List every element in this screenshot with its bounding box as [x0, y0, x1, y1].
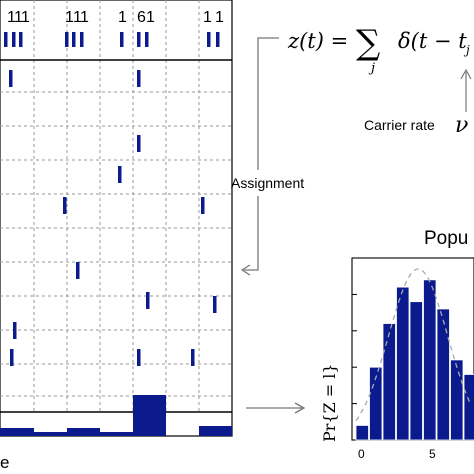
rate-bar — [0, 428, 34, 436]
rate-bar — [199, 426, 232, 436]
raster-vertical-grid — [33, 0, 200, 412]
summary-spike — [145, 32, 149, 47]
equation-rhs-subscript: j — [463, 43, 470, 57]
rate-bar — [100, 432, 133, 436]
trial-spike — [137, 349, 141, 366]
histogram-title: Popu — [424, 228, 468, 249]
trial-spike — [213, 296, 217, 313]
carrier-rate-label: Carrier rate — [364, 117, 435, 133]
trial-spike — [118, 166, 122, 183]
histogram-y-ticks — [352, 293, 357, 405]
count-label: 1 — [80, 9, 89, 26]
summary-spike — [19, 32, 23, 47]
rate-histogram — [0, 395, 232, 436]
trial-spike — [63, 197, 67, 214]
assignment-connector: Assignment — [231, 37, 304, 276]
histogram-bar — [409, 301, 423, 441]
histogram-bar — [382, 323, 396, 441]
trial-spike — [9, 70, 13, 87]
assignment-line-bottom — [244, 196, 259, 271]
carrier-rate-symbol: ν — [455, 113, 468, 138]
trial-spike — [137, 70, 141, 87]
histogram-bars — [355, 279, 474, 441]
count-label: 1 — [203, 9, 212, 26]
assignment-label: Assignment — [231, 175, 304, 191]
assignment-line-top — [257, 37, 279, 170]
trial-spike — [13, 322, 17, 339]
summary-spike — [216, 32, 220, 47]
raster-horizontal-grid — [0, 91, 232, 397]
count-label: 1 — [146, 9, 155, 26]
equation-sum-symbol: ∑ — [356, 23, 380, 63]
count-label: 1 — [14, 9, 23, 26]
bottom-axis-label: e — [0, 453, 9, 472]
count-label: 1 — [7, 9, 16, 26]
histogram-ylabel: Pr{Z = l} — [320, 363, 339, 442]
summary-spike — [4, 32, 8, 47]
trial-spike — [10, 349, 14, 366]
carrier-arrow-head — [460, 68, 472, 80]
equation: z(t) = ∑ j δ(t − t j — [287, 23, 470, 76]
trial-spike-rows — [9, 70, 217, 366]
to-histogram-arrow-head — [294, 402, 306, 414]
count-label: 1 — [21, 9, 30, 26]
trial-spike — [201, 197, 205, 214]
count-label: 1 — [65, 9, 74, 26]
summary-spike — [120, 32, 124, 47]
to-histogram-arrow — [246, 402, 306, 414]
summary-spike — [65, 32, 69, 47]
histogram-xtick-5: 5 — [429, 447, 436, 461]
count-label: 1 — [73, 9, 82, 26]
trial-spike — [191, 349, 195, 366]
raster-panel: 111 1 11 1 6 1 1 1 e — [0, 0, 233, 472]
summary-spike — [72, 32, 76, 47]
histogram-bar — [396, 286, 410, 441]
trial-spike — [76, 262, 80, 279]
equation-rhs: δ(t − t — [398, 29, 467, 53]
raster-frame — [0, 0, 233, 437]
histogram-bar — [450, 359, 464, 441]
rate-bar — [67, 428, 100, 436]
summary-spike — [80, 32, 84, 47]
rate-bar — [133, 395, 166, 436]
count-label: 1 — [215, 9, 224, 26]
histogram-bar — [436, 308, 450, 441]
carrier-rate: Carrier rate ν — [364, 68, 472, 138]
histogram-fit-curve — [355, 268, 472, 422]
equation-lhs: z(t) = — [287, 29, 348, 53]
equation-sum-index: j — [368, 61, 375, 76]
histogram-xtick-0: 0 — [358, 447, 365, 461]
summary-spike — [207, 32, 211, 47]
count-label: 6 — [137, 9, 146, 26]
summary-spike — [137, 32, 141, 47]
count-label: 1 — [118, 9, 127, 26]
top-count-labels: 111 1 11 1 6 1 1 1 — [7, 9, 224, 26]
histogram-bar — [463, 374, 474, 441]
population-histogram: Popu Pr{Z = l} 0 5 — [320, 228, 474, 461]
histogram-bar — [355, 425, 369, 441]
trial-spike — [146, 292, 150, 309]
histogram-bar — [423, 279, 437, 441]
rate-bar — [34, 432, 67, 436]
trial-spike — [137, 135, 141, 152]
summary-spike — [12, 32, 16, 47]
assignment-arrow-head — [240, 264, 251, 276]
summary-spike-row — [4, 32, 220, 47]
